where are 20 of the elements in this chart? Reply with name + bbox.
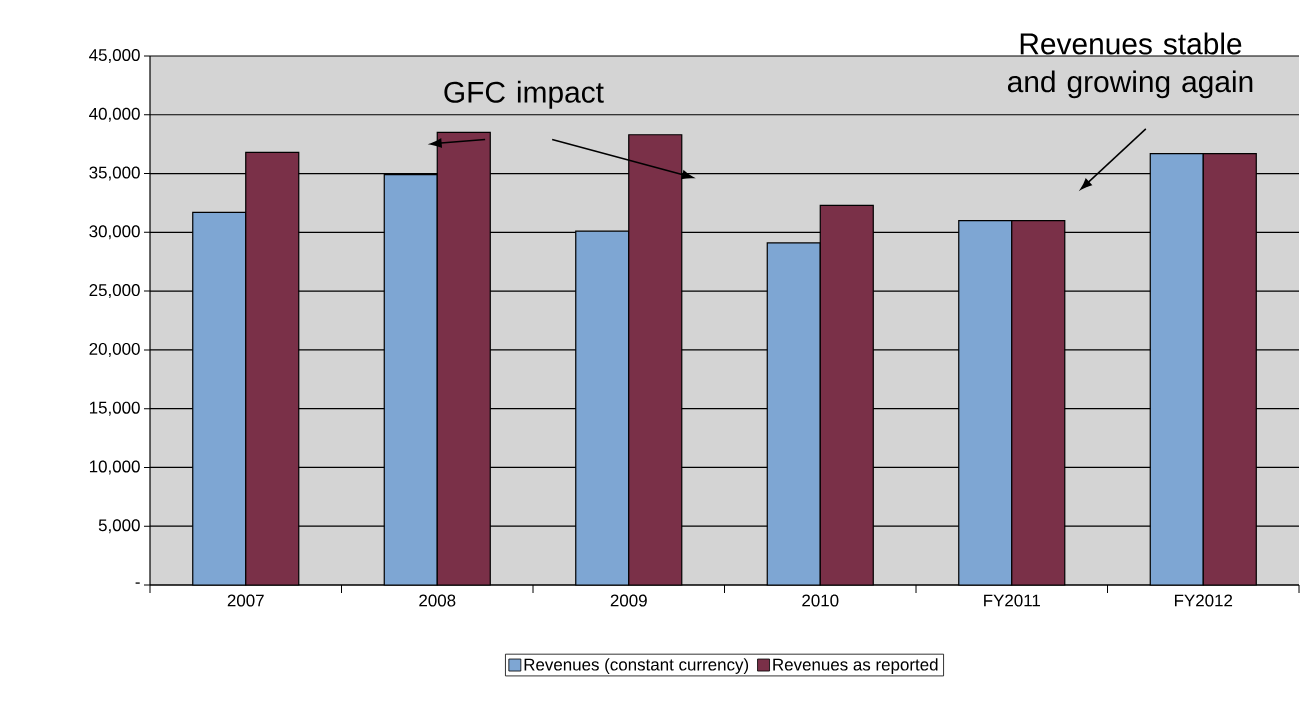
x-tick-label: FY2012 [1174,594,1233,607]
legend-label: Revenues as reported [773,658,938,674]
legend-label: Revenues (constant currency) [524,658,749,674]
x-tick-label: 2010 [802,594,839,607]
y-tick-label: 30,000 [89,225,140,240]
y-tick-label: 10,000 [89,460,140,475]
annotation: GFC impact [444,80,604,109]
y-tick-label: - [135,582,140,584]
y-tick-label: 20,000 [89,342,140,357]
x-tick-label: 2007 [227,594,264,607]
x-tick-label: 2008 [419,594,456,607]
x-tick-label: 2009 [610,594,647,607]
y-tick-label: 5,000 [98,519,140,534]
y-tick-label: 45,000 [89,48,140,63]
x-tick-label: FY2011 [984,594,1040,607]
annotation: Revenues stable and growing again [1007,32,1253,99]
y-tick-label: 40,000 [89,107,140,122]
y-tick-label: 15,000 [89,401,140,416]
y-tick-label: 25,000 [89,284,140,299]
y-tick-label: 35,000 [89,166,140,181]
